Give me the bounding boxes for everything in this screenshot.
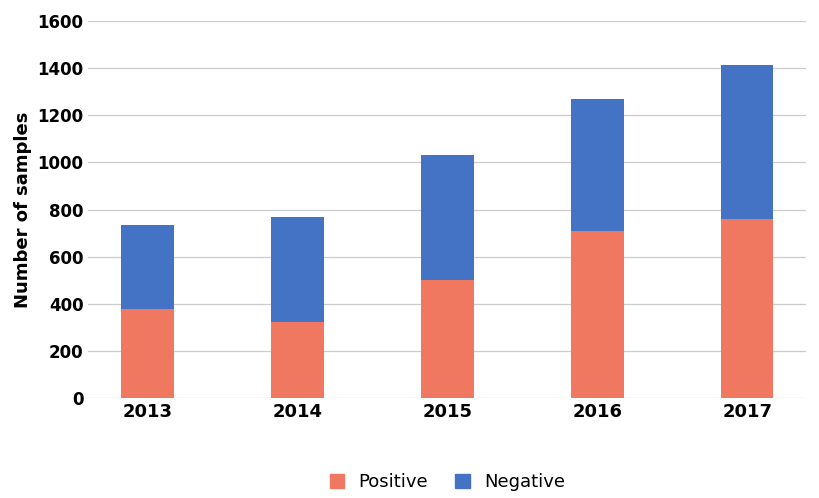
Bar (720, 219, 772, 398)
Bar (271, 322, 324, 398)
Bar (720, 65, 772, 219)
Legend: Positive, Negative: Positive, Negative (320, 464, 573, 498)
Bar (420, 155, 473, 280)
Bar (121, 225, 174, 309)
Bar (271, 217, 324, 322)
Bar (570, 99, 622, 231)
Y-axis label: Number of samples: Number of samples (14, 112, 32, 308)
Bar (570, 231, 622, 398)
Bar (420, 280, 473, 398)
Bar (121, 309, 174, 398)
